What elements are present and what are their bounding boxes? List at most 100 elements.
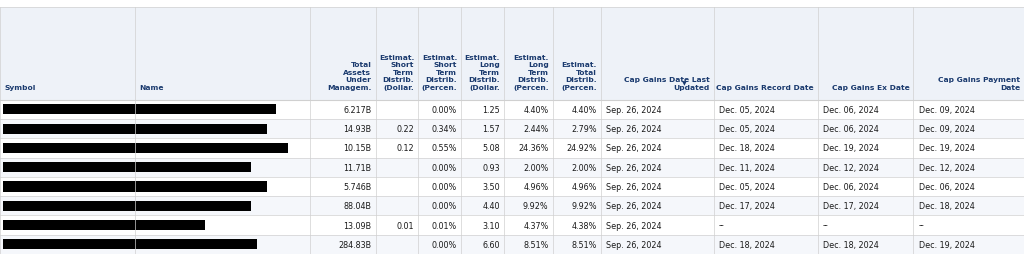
Text: 3.10: 3.10	[482, 221, 500, 230]
Text: 0.00%: 0.00%	[432, 201, 457, 211]
Text: Sep. 26, 2024: Sep. 26, 2024	[606, 182, 662, 191]
Bar	[0, 177, 1024, 196]
Text: Cap Gains Record Date: Cap Gains Record Date	[716, 84, 813, 90]
Bar	[3, 240, 257, 249]
Text: Sep. 26, 2024: Sep. 26, 2024	[606, 240, 662, 249]
Text: Dec. 19, 2024: Dec. 19, 2024	[822, 144, 879, 153]
Bar	[0, 120, 1024, 139]
Text: Dec. 19, 2024: Dec. 19, 2024	[919, 144, 975, 153]
Text: Estimat.
Short
Term
Distrib.
(Percen.: Estimat. Short Term Distrib. (Percen.	[422, 54, 457, 90]
Bar	[3, 201, 251, 211]
Bar	[0, 158, 1024, 177]
Text: Sep. 26, 2024: Sep. 26, 2024	[606, 201, 662, 211]
Text: Dec. 05, 2024: Dec. 05, 2024	[719, 125, 775, 134]
Text: 1.25: 1.25	[482, 105, 500, 114]
Text: 2.00%: 2.00%	[571, 163, 597, 172]
Text: 0.22: 0.22	[396, 125, 415, 134]
Text: 5.746B: 5.746B	[343, 182, 372, 191]
Text: Dec. 17, 2024: Dec. 17, 2024	[822, 201, 879, 211]
Text: Dec. 18, 2024: Dec. 18, 2024	[822, 240, 879, 249]
Text: 0.12: 0.12	[396, 144, 415, 153]
Bar	[0, 139, 1024, 158]
Text: 6.60: 6.60	[482, 240, 500, 249]
Bar	[3, 163, 251, 172]
Text: Estimat.
Total
Distrib.
(Percen.: Estimat. Total Distrib. (Percen.	[561, 62, 597, 90]
Text: 0.00%: 0.00%	[432, 182, 457, 191]
Bar	[0, 8, 1024, 100]
Text: 0.01: 0.01	[397, 221, 415, 230]
Text: 1.57: 1.57	[482, 125, 500, 134]
Text: 14.93B: 14.93B	[343, 125, 372, 134]
Text: 9.92%: 9.92%	[571, 201, 597, 211]
Text: 3.50: 3.50	[482, 182, 500, 191]
Text: Estimat.
Long
Term
Distrib.
(Percen.: Estimat. Long Term Distrib. (Percen.	[513, 54, 549, 90]
Text: 0.93: 0.93	[482, 163, 500, 172]
Text: 0.01%: 0.01%	[432, 221, 457, 230]
Text: Dec. 12, 2024: Dec. 12, 2024	[822, 163, 879, 172]
Text: Dec. 17, 2024: Dec. 17, 2024	[719, 201, 775, 211]
Text: 0.55%: 0.55%	[432, 144, 457, 153]
Text: 5.08: 5.08	[482, 144, 500, 153]
Text: Sep. 26, 2024: Sep. 26, 2024	[606, 144, 662, 153]
Bar	[3, 220, 205, 230]
Bar	[0, 196, 1024, 216]
Text: 2.44%: 2.44%	[523, 125, 549, 134]
Text: 0.34%: 0.34%	[432, 125, 457, 134]
Text: Dec. 06, 2024: Dec. 06, 2024	[822, 105, 879, 114]
Text: Dec. 05, 2024: Dec. 05, 2024	[719, 105, 775, 114]
Text: 4.96%: 4.96%	[523, 182, 549, 191]
Text: 24.36%: 24.36%	[518, 144, 549, 153]
Text: Cap Gains Ex Date: Cap Gains Ex Date	[831, 84, 909, 90]
Text: 4.38%: 4.38%	[571, 221, 597, 230]
Bar	[3, 124, 266, 134]
Text: Dec. 06, 2024: Dec. 06, 2024	[919, 182, 975, 191]
Text: 2.00%: 2.00%	[523, 163, 549, 172]
Bar	[0, 216, 1024, 235]
Text: Estimat.
Short
Term
Distrib.
(Dollar.: Estimat. Short Term Distrib. (Dollar.	[379, 54, 415, 90]
Text: Cap Gains Date Last
Updated: Cap Gains Date Last Updated	[624, 77, 710, 90]
Text: 88.04B: 88.04B	[343, 201, 372, 211]
Text: 4.40%: 4.40%	[523, 105, 549, 114]
Text: ▼: ▼	[682, 81, 687, 86]
Text: 4.37%: 4.37%	[523, 221, 549, 230]
Text: 2.79%: 2.79%	[571, 125, 597, 134]
Text: Dec. 06, 2024: Dec. 06, 2024	[822, 182, 879, 191]
Text: Dec. 11, 2024: Dec. 11, 2024	[719, 163, 775, 172]
Text: Dec. 18, 2024: Dec. 18, 2024	[919, 201, 975, 211]
Text: Estimat.
Long
Term
Distrib.
(Dollar.: Estimat. Long Term Distrib. (Dollar.	[465, 54, 500, 90]
Text: 11.71B: 11.71B	[343, 163, 372, 172]
Text: 284.83B: 284.83B	[338, 240, 372, 249]
Text: Dec. 18, 2024: Dec. 18, 2024	[719, 240, 775, 249]
Bar	[3, 105, 276, 115]
Text: 10.15B: 10.15B	[343, 144, 372, 153]
Text: Dec. 18, 2024: Dec. 18, 2024	[719, 144, 775, 153]
Text: 0.00%: 0.00%	[432, 240, 457, 249]
Bar	[0, 100, 1024, 120]
Text: Dec. 09, 2024: Dec. 09, 2024	[919, 125, 975, 134]
Text: Dec. 19, 2024: Dec. 19, 2024	[919, 240, 975, 249]
Bar	[3, 143, 289, 153]
Text: Dec. 09, 2024: Dec. 09, 2024	[919, 105, 975, 114]
Bar	[0, 235, 1024, 254]
Text: --: --	[822, 221, 828, 230]
Text: 8.51%: 8.51%	[571, 240, 597, 249]
Text: Dec. 12, 2024: Dec. 12, 2024	[919, 163, 975, 172]
Text: Cap Gains Payment
Date: Cap Gains Payment Date	[938, 77, 1020, 90]
Text: 6.217B: 6.217B	[343, 105, 372, 114]
Bar	[3, 182, 266, 192]
Text: 9.92%: 9.92%	[523, 201, 549, 211]
Text: 0.00%: 0.00%	[432, 163, 457, 172]
Text: Sep. 26, 2024: Sep. 26, 2024	[606, 125, 662, 134]
Text: Sep. 26, 2024: Sep. 26, 2024	[606, 105, 662, 114]
Text: Sep. 26, 2024: Sep. 26, 2024	[606, 163, 662, 172]
Text: 4.40%: 4.40%	[571, 105, 597, 114]
Text: 24.92%: 24.92%	[566, 144, 597, 153]
Text: 0.00%: 0.00%	[432, 105, 457, 114]
Text: 4.96%: 4.96%	[571, 182, 597, 191]
Text: Dec. 05, 2024: Dec. 05, 2024	[719, 182, 775, 191]
Text: Symbol: Symbol	[4, 84, 36, 90]
Text: Dec. 06, 2024: Dec. 06, 2024	[822, 125, 879, 134]
Text: Name: Name	[139, 84, 164, 90]
Text: Sep. 26, 2024: Sep. 26, 2024	[606, 221, 662, 230]
Text: 8.51%: 8.51%	[523, 240, 549, 249]
